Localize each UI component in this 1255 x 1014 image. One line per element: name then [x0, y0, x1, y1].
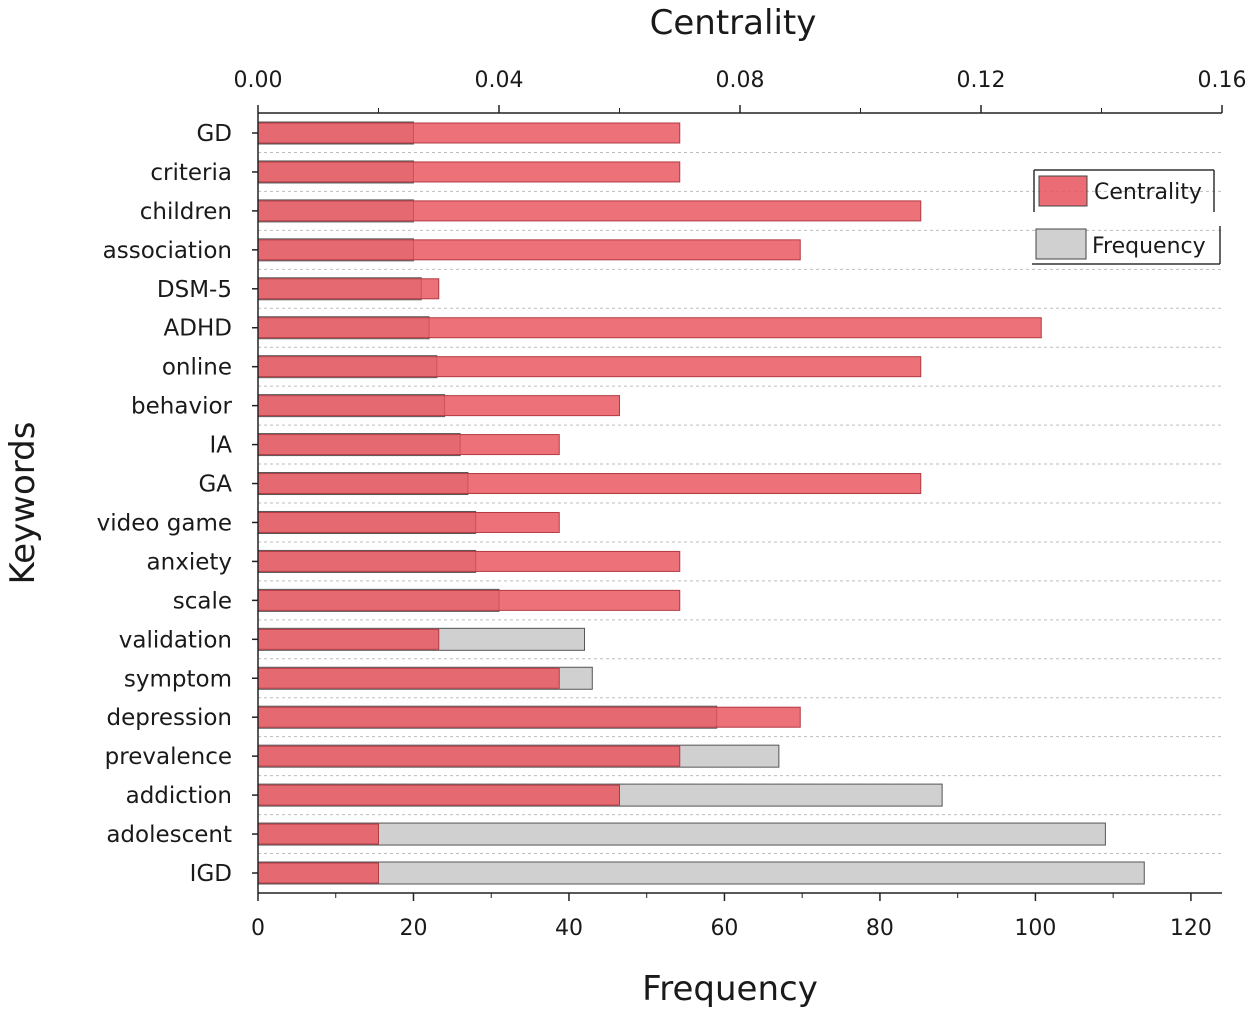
- centrality-bar: [257, 122, 681, 144]
- y-axis-title: Keywords: [3, 422, 43, 585]
- x-top-tick-label: 0.08: [716, 68, 765, 93]
- category-label: addiction: [126, 783, 232, 809]
- centrality-bar: [257, 862, 379, 884]
- x-bottom-tick-label: 100: [1014, 916, 1056, 941]
- category-label: symptom: [124, 666, 232, 692]
- grid-lines: [258, 151, 1222, 855]
- category-label: anxiety: [147, 549, 232, 575]
- centrality-bar: [257, 434, 560, 456]
- legend-label-centrality: Centrality: [1094, 180, 1202, 205]
- x-bottom-tick-label: 60: [710, 916, 738, 941]
- x-bottom-tick-label: 0: [251, 916, 265, 941]
- x-top-tick-label: 0.04: [475, 68, 524, 93]
- category-label: validation: [119, 627, 232, 653]
- category-label: GD: [196, 121, 232, 147]
- category-label: GA: [198, 472, 232, 498]
- category-label: IGD: [190, 861, 232, 887]
- category-label: association: [103, 238, 232, 264]
- category-label: criteria: [150, 160, 232, 186]
- category-label: prevalence: [105, 744, 232, 770]
- centrality-bar: [257, 317, 1042, 339]
- legend: Centrality Frequency: [1032, 169, 1221, 265]
- category-label: children: [140, 199, 232, 225]
- frequency-bar: [257, 861, 1145, 885]
- axes: 0 20 40 60 80 100 120 0.00 0.04 0.08 0.12 0.16: [234, 68, 1247, 941]
- centrality-bar: [257, 395, 620, 417]
- legend-swatch-frequency: [1035, 228, 1087, 260]
- category-label: IA: [209, 433, 232, 459]
- x-top-tick-label: 0.12: [957, 68, 1006, 93]
- centrality-bar: [257, 667, 560, 689]
- centrality-bar: [257, 200, 922, 222]
- centrality-bar: [257, 356, 922, 378]
- centrality-bar: [257, 784, 620, 806]
- centrality-bar: [257, 706, 801, 728]
- x-bottom-tick-label: 120: [1170, 916, 1212, 941]
- centrality-bar: [257, 823, 379, 845]
- x-bottom-axis-title: Frequency: [642, 969, 818, 1009]
- x-bottom-tick-label: 80: [866, 916, 894, 941]
- x-top-tick-label: 0.16: [1198, 68, 1247, 93]
- x-top-tick-label: 0.00: [234, 68, 283, 93]
- centrality-bar: [257, 278, 440, 300]
- category-labels: GD criteria children association DSM-5 ADHD on…: [97, 121, 233, 887]
- legend-swatch-centrality: [1038, 175, 1088, 207]
- category-label: depression: [107, 705, 232, 731]
- centrality-bar: [257, 745, 681, 767]
- x-bottom-tick-label: 40: [555, 916, 583, 941]
- category-label: adolescent: [106, 822, 232, 848]
- legend-label-frequency: Frequency: [1092, 234, 1206, 259]
- centrality-bar: [257, 589, 681, 611]
- category-label: ADHD: [164, 316, 232, 342]
- legend-frame-frequency: [1032, 226, 1221, 265]
- x-top-axis-title: Centrality: [650, 3, 817, 43]
- category-label: DSM-5: [157, 277, 232, 303]
- centrality-bar: [257, 628, 440, 650]
- category-label: online: [162, 355, 232, 381]
- category-label: video game: [97, 510, 232, 536]
- category-label: scale: [173, 588, 232, 614]
- frequency-bar: [257, 822, 1106, 846]
- x-bottom-tick-label: 20: [399, 916, 427, 941]
- centrality-bar: [257, 473, 922, 495]
- centrality-bar: [257, 161, 681, 183]
- category-label: behavior: [131, 394, 232, 420]
- legend-frame-centrality: [1033, 169, 1215, 212]
- centrality-bar: [257, 550, 681, 572]
- centrality-bar: [257, 239, 801, 261]
- centrality-bar: [257, 511, 560, 533]
